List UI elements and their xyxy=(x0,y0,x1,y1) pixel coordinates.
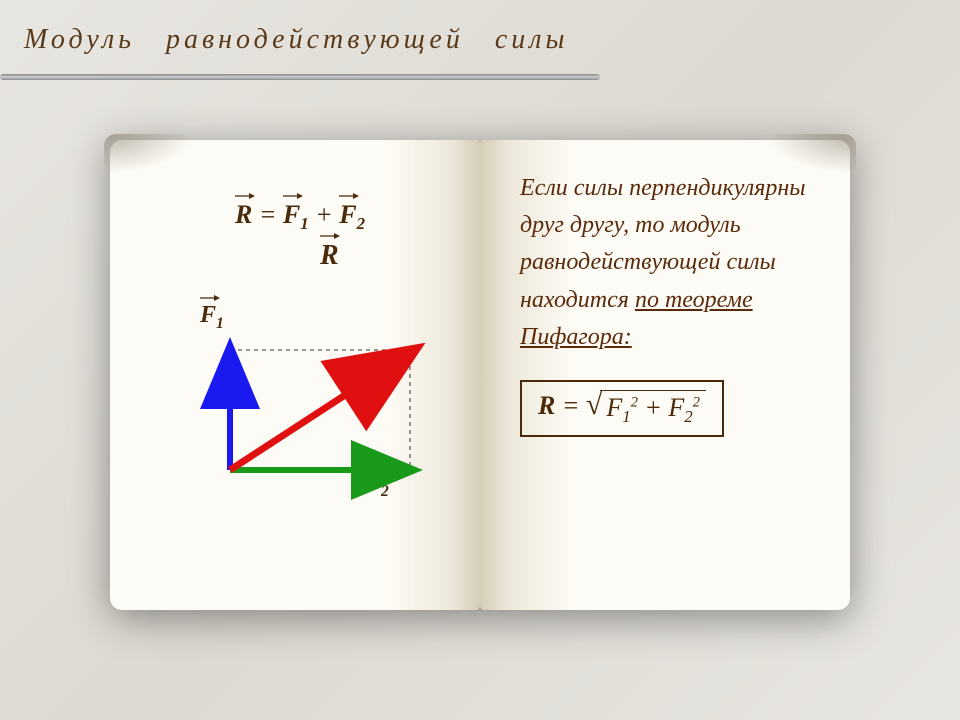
vector-diagram xyxy=(200,300,440,520)
fR: R xyxy=(538,391,555,421)
vector-R xyxy=(230,358,402,470)
arrow-icon xyxy=(283,192,303,200)
slide-title: Модуль равнодействующей силы xyxy=(24,24,568,56)
sym-eq: = xyxy=(259,200,283,229)
label-R: R xyxy=(320,240,339,272)
sqrt: √ F12 + F22 xyxy=(586,390,706,427)
vec-F1: F1 xyxy=(283,200,309,234)
page-curl xyxy=(104,134,194,174)
sym-R: R xyxy=(235,200,252,229)
sym-F2: F xyxy=(339,200,356,229)
arrow-icon xyxy=(235,192,255,200)
vector-equation: R = F1 + F2 xyxy=(150,200,450,234)
title-rule xyxy=(0,74,600,80)
sqrt-radicand: F12 + F22 xyxy=(600,390,706,427)
book: R = F1 + F2 R F1 xyxy=(110,140,850,610)
description-text: Если силы перпендикулярны друг другу, то… xyxy=(520,170,820,356)
fplus: + xyxy=(644,393,668,422)
vec-R: R xyxy=(235,200,252,230)
pythagoras-formula: R = √ F12 + F22 xyxy=(520,380,724,437)
arrow-icon xyxy=(320,232,340,240)
sym-F1: F xyxy=(283,200,300,229)
page-left: R = F1 + F2 R F1 xyxy=(110,140,480,610)
arrow-icon xyxy=(339,192,359,200)
sym-plus: + xyxy=(315,200,339,229)
page-curl xyxy=(766,134,856,174)
feq: = xyxy=(562,391,586,420)
page-right: Если силы перпендикулярны друг другу, то… xyxy=(480,140,850,610)
sym-F2-sub: 2 xyxy=(357,214,365,233)
sym-F1-sub: 1 xyxy=(300,214,308,233)
vec-F2: F2 xyxy=(339,200,365,234)
fF1: F xyxy=(606,393,622,422)
fF2: F xyxy=(668,393,684,422)
